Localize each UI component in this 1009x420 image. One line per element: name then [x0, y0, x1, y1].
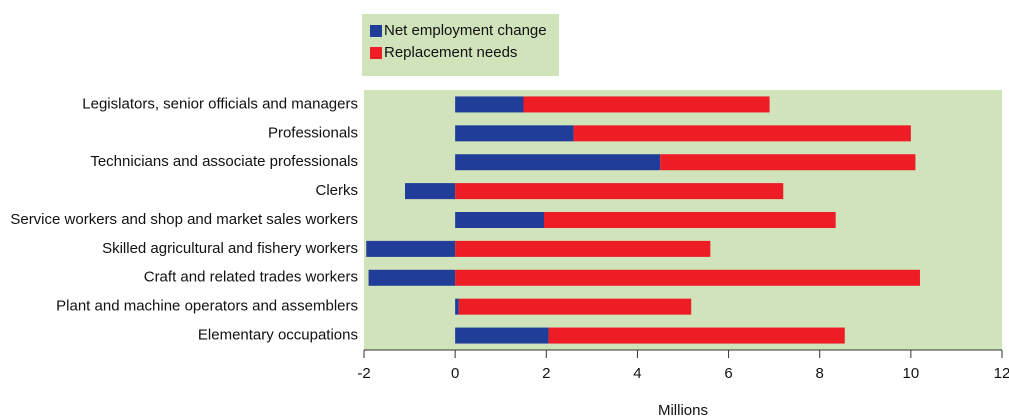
- legend-swatch: [370, 47, 382, 59]
- bar: [455, 327, 549, 344]
- legend-label: Replacement needs: [384, 44, 517, 61]
- bar: [523, 96, 770, 113]
- bar: [660, 154, 916, 171]
- bar: [544, 212, 836, 228]
- bar: [455, 212, 545, 228]
- legend-box: [362, 14, 559, 76]
- y-tick-label: Skilled agricultural and fishery workers: [102, 240, 358, 257]
- x-tick-label: 12: [994, 365, 1009, 382]
- x-tick-label: 2: [542, 365, 550, 382]
- bar: [455, 298, 459, 315]
- x-tick-label: 8: [816, 365, 824, 382]
- bar: [455, 269, 920, 286]
- bar: [455, 183, 784, 200]
- x-tick-label: 4: [633, 365, 641, 382]
- bar: [455, 240, 711, 257]
- bar: [455, 154, 661, 171]
- bar: [455, 96, 524, 113]
- y-tick-label: Craft and related trades workers: [144, 269, 358, 286]
- bar: [405, 183, 456, 200]
- legend-swatch: [370, 25, 382, 37]
- bar: [368, 269, 456, 286]
- bar: [458, 298, 692, 315]
- y-tick-label: Technicians and associate professionals: [90, 153, 358, 170]
- x-tick-label: 6: [724, 365, 732, 382]
- bar: [366, 240, 456, 257]
- bar: [548, 327, 845, 344]
- y-tick-label: Plant and machine operators and assemble…: [56, 298, 358, 315]
- y-tick-label: Clerks: [315, 182, 358, 199]
- y-tick-label: Elementary occupations: [198, 327, 358, 344]
- x-axis-label: Millions: [658, 402, 708, 419]
- x-tick-label: -2: [357, 365, 370, 382]
- bar: [455, 125, 574, 142]
- x-tick-label: 10: [903, 365, 920, 382]
- y-tick-label: Legislators, senior officials and manage…: [82, 95, 358, 112]
- y-tick-label: Service workers and shop and market sale…: [10, 211, 358, 228]
- legend-label: Net employment change: [384, 22, 547, 39]
- y-tick-label: Professionals: [268, 124, 358, 141]
- x-tick-label: 0: [451, 365, 459, 382]
- bar: [573, 125, 911, 142]
